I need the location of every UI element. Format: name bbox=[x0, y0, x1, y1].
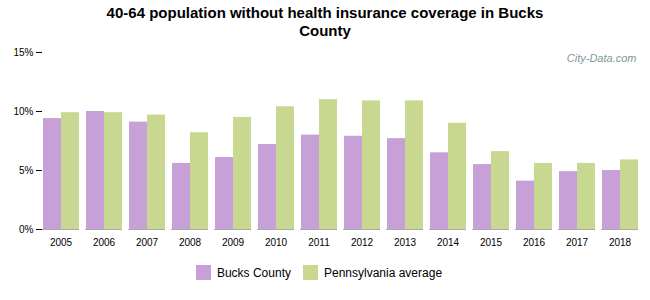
svg-text:2013: 2013 bbox=[394, 237, 417, 248]
svg-text:2005: 2005 bbox=[50, 237, 73, 248]
svg-text:2018: 2018 bbox=[609, 237, 632, 248]
svg-text:2014: 2014 bbox=[437, 237, 460, 248]
svg-text:2011: 2011 bbox=[308, 237, 330, 248]
svg-text:City-Data.com: City-Data.com bbox=[567, 52, 637, 64]
svg-text:2007: 2007 bbox=[136, 237, 159, 248]
svg-text:2012: 2012 bbox=[351, 237, 374, 248]
svg-text:2015: 2015 bbox=[480, 237, 503, 248]
svg-text:15%: 15% bbox=[13, 47, 33, 58]
svg-text:2016: 2016 bbox=[523, 237, 546, 248]
html-text:Bucks County: Bucks County bbox=[216, 265, 291, 280]
svg-text:2006: 2006 bbox=[93, 237, 116, 248]
svg-text:2008: 2008 bbox=[179, 237, 202, 248]
svg-text:5%: 5% bbox=[19, 165, 34, 176]
svg-text:0%: 0% bbox=[19, 224, 34, 235]
svg-text:2017: 2017 bbox=[566, 237, 589, 248]
svg-text:2010: 2010 bbox=[265, 237, 288, 248]
svg-text:10%: 10% bbox=[13, 106, 33, 117]
html-text:40-64 population without healt: 40-64 population without health insuranc… bbox=[106, 4, 544, 39]
svg-text:2009: 2009 bbox=[222, 237, 245, 248]
html-text:Pennsylvania average: Pennsylvania average bbox=[324, 265, 443, 280]
